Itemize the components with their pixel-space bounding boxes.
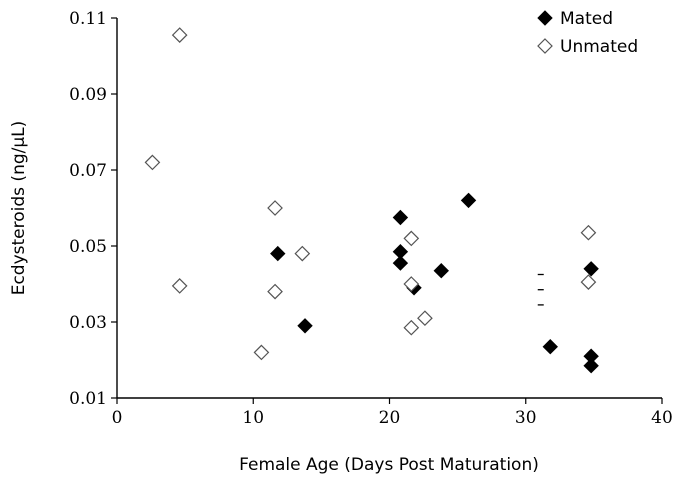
mated-data-point	[433, 262, 449, 279]
x-axis-title: Female Age (Days Post Maturation)	[239, 455, 539, 475]
unmated-data-point	[171, 27, 188, 43]
unmated-data-point	[144, 154, 161, 171]
y-tick-label: 0.07	[69, 161, 107, 181]
mated-data-point	[583, 357, 599, 374]
mated-data-point	[392, 255, 409, 271]
mated-data-point	[270, 245, 286, 262]
y-tick-label: 0.01	[69, 389, 107, 409]
mated-data-point	[392, 209, 409, 226]
x-tick-label: 10	[242, 408, 264, 428]
annotations	[537, 273, 544, 306]
y-tick-label: 0.05	[69, 237, 107, 257]
unmated-data-point	[580, 274, 597, 290]
x-tick-label: 30	[515, 408, 537, 428]
mated-data-point	[297, 318, 313, 334]
axes	[116, 18, 662, 399]
mated-data-point	[542, 338, 558, 355]
x-tick-label: 40	[651, 408, 673, 428]
mated-data-point	[583, 261, 599, 277]
unmated-data-point	[417, 310, 433, 327]
legend-marker-mated	[537, 10, 553, 26]
x-tick-label: 0	[112, 408, 123, 428]
mated-data-point	[460, 192, 477, 209]
x-tick-label: 20	[379, 408, 401, 428]
legend-marker-unmated	[537, 38, 553, 54]
unmated-data-point	[403, 230, 420, 247]
unmated-data-point	[403, 276, 420, 292]
unmated-data-point	[267, 283, 283, 300]
unmated-data-point	[403, 319, 420, 336]
unmated-data-point	[580, 224, 597, 241]
legend-label-unmated: Unmated	[560, 37, 638, 57]
unmated-data-point	[171, 278, 188, 294]
unmated-data-point	[253, 344, 270, 361]
ticks: 0 10 20 30 40 0.01 0.03 0.05 0.07 0.09 0.11	[69, 9, 673, 428]
y-axis-title: Ecdysteroids (ng/µL)	[9, 121, 29, 296]
data-points	[144, 27, 599, 374]
legend: Mated Unmated	[537, 9, 638, 57]
y-tick-label: 0.09	[69, 85, 107, 105]
y-tick-label: 0.11	[69, 9, 107, 29]
y-tick-label: 0.03	[69, 313, 107, 333]
unmated-data-point	[294, 245, 311, 262]
unmated-data-point	[267, 200, 283, 216]
legend-label-mated: Mated	[560, 9, 613, 29]
